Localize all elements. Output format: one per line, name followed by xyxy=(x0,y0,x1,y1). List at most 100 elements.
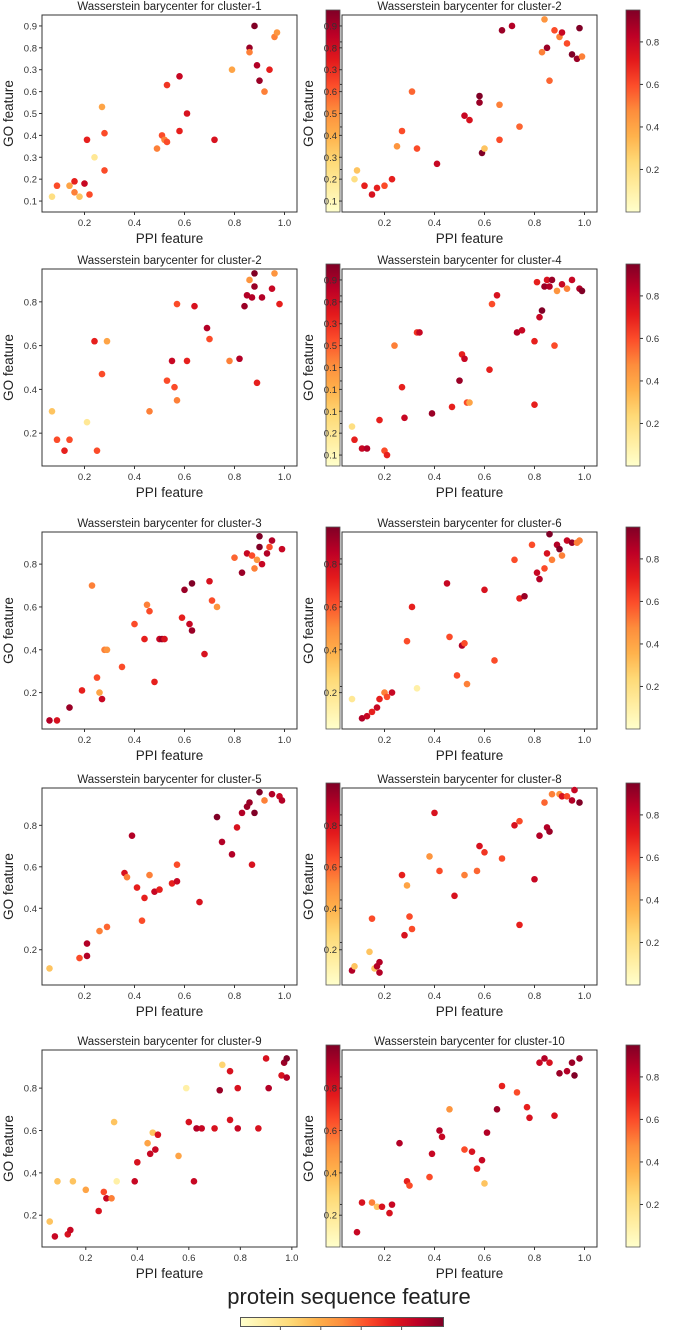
data-point xyxy=(146,407,153,415)
x-tick-label: 0.2 xyxy=(78,472,91,483)
data-point xyxy=(578,53,586,60)
colorbar xyxy=(625,782,641,986)
data-point xyxy=(168,357,176,365)
data-point xyxy=(201,650,208,658)
colorbar-tick-label: 0.8 xyxy=(646,1072,659,1083)
data-point xyxy=(428,1150,436,1158)
data-point xyxy=(548,790,556,798)
y-tick-label: 0.2 xyxy=(324,175,337,186)
data-point xyxy=(493,291,501,299)
data-point xyxy=(348,423,356,430)
x-tick-label: 0.8 xyxy=(228,218,241,229)
x-tick-label: 0.6 xyxy=(478,735,491,746)
x-tick-label: 0.6 xyxy=(478,991,491,1002)
y-tick-label: 0.2 xyxy=(324,1211,337,1222)
data-point xyxy=(383,451,391,459)
x-axis-label: PPI feature xyxy=(136,231,204,246)
data-point xyxy=(381,182,388,190)
data-point xyxy=(498,1082,506,1090)
data-point xyxy=(368,708,376,716)
data-point xyxy=(268,537,276,544)
colorbar-tick-label: 0.8 xyxy=(646,554,659,565)
data-point xyxy=(211,1125,218,1132)
data-point xyxy=(76,954,83,962)
x-tick-label: 0.6 xyxy=(182,1253,195,1264)
data-point xyxy=(54,1178,61,1185)
x-tick-label: 0.8 xyxy=(228,735,241,746)
data-point xyxy=(248,294,256,301)
y-tick-label: 0.1 xyxy=(24,197,37,208)
data-point xyxy=(251,270,258,277)
data-point xyxy=(71,178,78,185)
data-point xyxy=(388,175,396,183)
data-point xyxy=(541,565,548,572)
y-tick-label: 0.1 xyxy=(324,451,337,462)
data-point xyxy=(468,1148,476,1155)
x-tick-label: 1.0 xyxy=(578,1253,591,1264)
data-point xyxy=(118,663,126,671)
data-point xyxy=(151,888,158,895)
panel-2: Wasserstein barycenter for cluster-2 0.2 0… xyxy=(301,1,659,246)
x-axis-label: PPI feature xyxy=(436,231,504,246)
data-point xyxy=(93,447,101,454)
data-point xyxy=(373,1203,381,1211)
x-tick-label: 1.0 xyxy=(278,472,291,483)
data-point xyxy=(558,29,566,36)
x-tick-label: 1.0 xyxy=(278,218,291,229)
data-point xyxy=(175,1152,182,1160)
y-tick-label: 0.4 xyxy=(24,385,37,396)
data-point xyxy=(228,851,236,858)
y-tick-label: 0.8 xyxy=(24,560,37,571)
plot-frame xyxy=(41,268,298,467)
y-tick-label: 0.4 xyxy=(24,1168,37,1179)
data-point xyxy=(533,278,541,286)
data-point xyxy=(511,822,518,829)
x-tick-label: 0.6 xyxy=(178,991,191,1002)
data-point xyxy=(153,145,161,152)
data-point xyxy=(151,678,158,686)
data-point xyxy=(278,545,286,553)
y-tick-label: 0.2 xyxy=(324,429,337,440)
data-point xyxy=(396,1139,403,1147)
x-tick-label: 0.6 xyxy=(178,735,191,746)
y-tick-label: 0.3 xyxy=(324,65,337,76)
panel-10: Wasserstein barycenter for cluster-10 0.2… xyxy=(301,1036,659,1281)
data-point xyxy=(123,873,131,881)
y-tick-label: 0.3 xyxy=(324,319,337,330)
data-point xyxy=(473,1165,481,1172)
data-point xyxy=(46,717,53,724)
x-tick-label: 0.4 xyxy=(128,218,141,229)
data-point xyxy=(363,712,371,720)
x-tick-label: 0.2 xyxy=(78,735,91,746)
data-point xyxy=(98,103,106,111)
data-point xyxy=(251,809,258,817)
y-tick-label: 0.1 xyxy=(324,363,337,374)
x-tick-label: 0.4 xyxy=(128,735,141,746)
data-point xyxy=(253,62,261,69)
panel-title: Wasserstein barycenter for cluster-2 xyxy=(377,1,561,13)
x-tick-label: 0.8 xyxy=(528,991,541,1002)
x-tick-label: 0.8 xyxy=(234,1253,247,1264)
x-tick-label: 0.8 xyxy=(528,472,541,483)
colorbar xyxy=(325,9,341,213)
colorbar-tick-label: 0.2 xyxy=(646,938,659,949)
data-point xyxy=(278,797,286,804)
x-tick-label: 1.0 xyxy=(278,735,291,746)
data-point xyxy=(546,77,553,84)
data-point xyxy=(181,586,188,594)
data-point xyxy=(233,824,241,831)
data-point xyxy=(208,597,216,604)
data-point xyxy=(113,1178,120,1185)
data-point xyxy=(103,1194,110,1202)
y-axis-label: GO feature xyxy=(301,1115,316,1182)
data-point xyxy=(406,1182,413,1189)
data-point xyxy=(476,92,483,100)
data-point xyxy=(88,582,96,589)
y-tick-label: 0.4 xyxy=(324,645,337,656)
data-point xyxy=(481,145,488,152)
data-point xyxy=(48,407,56,415)
data-point xyxy=(226,1067,234,1075)
data-point xyxy=(81,180,88,187)
data-point xyxy=(353,1228,361,1236)
data-point xyxy=(493,1106,501,1113)
